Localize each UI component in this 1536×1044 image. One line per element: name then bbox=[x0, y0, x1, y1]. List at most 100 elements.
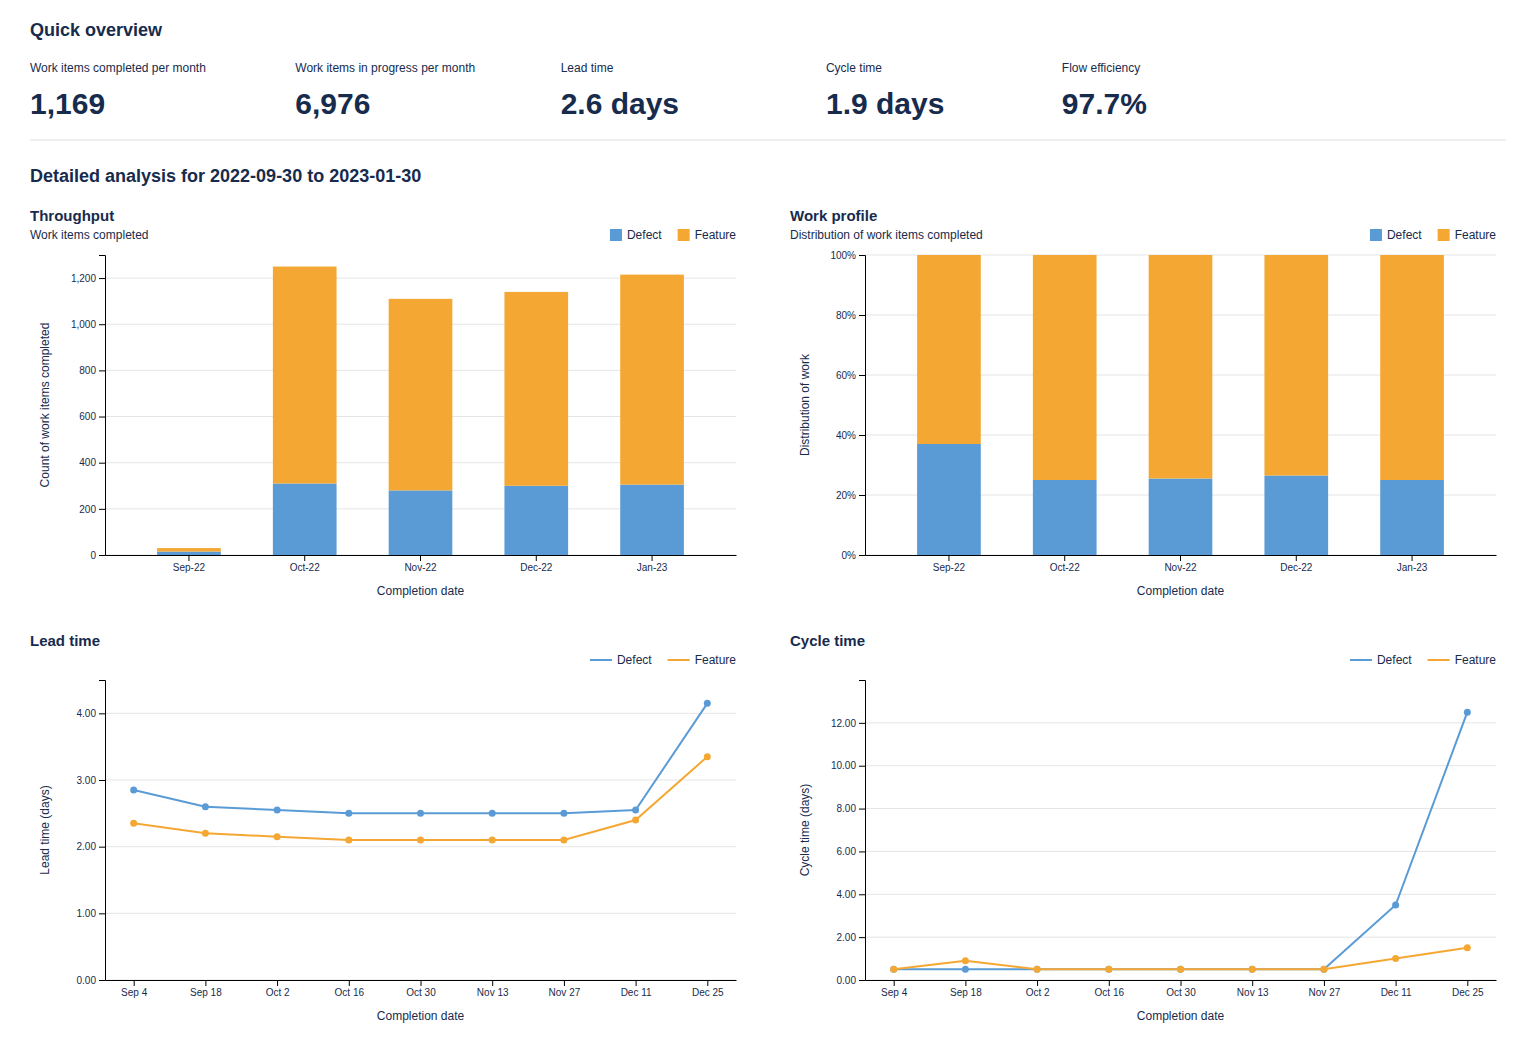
chart-title: Throughput bbox=[30, 207, 114, 224]
y-tick-label: 200 bbox=[79, 504, 96, 515]
x-tick-label: Jan-23 bbox=[1397, 562, 1428, 573]
line bbox=[134, 757, 708, 840]
x-tick-mark bbox=[1296, 555, 1297, 561]
x-tick-mark bbox=[1181, 980, 1182, 986]
legend-item: Feature bbox=[678, 228, 737, 242]
legend-label: Feature bbox=[1455, 228, 1497, 242]
point bbox=[274, 833, 281, 840]
x-tick-mark bbox=[636, 980, 637, 986]
y-tick: 0% bbox=[842, 550, 865, 561]
bar bbox=[620, 275, 684, 485]
x-tick-label: Nov-22 bbox=[404, 562, 437, 573]
x-tick-label: Jan-23 bbox=[637, 562, 668, 573]
y-axis: 0.001.002.003.004.00 bbox=[77, 681, 106, 986]
x-tick-mark bbox=[1324, 980, 1325, 986]
metric-label: Work items completed per month bbox=[30, 61, 206, 75]
legend-label: Defect bbox=[1377, 653, 1412, 667]
x-tick: Dec-22 bbox=[520, 555, 553, 573]
x-axis-title: Completion date bbox=[1137, 1009, 1225, 1023]
y-tick: 2.00 bbox=[77, 841, 105, 852]
bar bbox=[389, 299, 453, 491]
x-tick-label: Oct-22 bbox=[1050, 562, 1080, 573]
x-tick: Sep 4 bbox=[881, 980, 908, 998]
x-tick-label: Oct 30 bbox=[1166, 987, 1196, 998]
y-tick-mark bbox=[859, 980, 865, 981]
x-tick: Sep 4 bbox=[121, 980, 148, 998]
x-tick-mark bbox=[1252, 980, 1253, 986]
x-tick-label: Dec-22 bbox=[520, 562, 553, 573]
legend-swatch bbox=[1428, 659, 1450, 661]
point bbox=[1105, 966, 1112, 973]
plot: 0.002.004.006.008.0010.0012.00Sep 4Sep 1… bbox=[798, 681, 1497, 1024]
x-tick-mark bbox=[420, 555, 421, 561]
x-tick-label: Sep 18 bbox=[950, 987, 982, 998]
metric-label: Flow efficiency bbox=[1062, 61, 1140, 75]
y-tick-label: 600 bbox=[79, 411, 96, 422]
x-tick: Dec 11 bbox=[1381, 980, 1412, 998]
y-tick-label: 2.00 bbox=[77, 841, 97, 852]
x-tick: Oct 2 bbox=[266, 980, 290, 998]
legend-label: Defect bbox=[627, 228, 662, 242]
x-tick: Sep-22 bbox=[933, 555, 966, 573]
y-tick-label: 1.00 bbox=[77, 908, 97, 919]
legend-label: Feature bbox=[695, 653, 737, 667]
y-tick-label: 400 bbox=[79, 457, 96, 468]
point bbox=[1249, 966, 1256, 973]
x-tick-mark bbox=[277, 980, 278, 986]
legend-swatch bbox=[610, 229, 622, 241]
x-tick: Oct 16 bbox=[335, 980, 365, 998]
point bbox=[632, 807, 639, 814]
x-tick-label: Dec 11 bbox=[1381, 987, 1412, 998]
y-tick-label: 0.00 bbox=[77, 975, 97, 986]
legend-item: Feature bbox=[668, 653, 737, 667]
point bbox=[632, 817, 639, 824]
legend-swatch bbox=[1438, 229, 1450, 241]
legend: DefectFeature bbox=[590, 653, 736, 667]
y-tick: 0 bbox=[90, 550, 105, 561]
x-tick: Sep-22 bbox=[173, 555, 206, 573]
x-tick-mark bbox=[707, 980, 708, 986]
point bbox=[560, 837, 567, 844]
x-tick-label: Dec 25 bbox=[692, 987, 724, 998]
x-tick: Dec 25 bbox=[1452, 980, 1484, 998]
y-tick: 400 bbox=[79, 457, 105, 468]
grid-line bbox=[865, 808, 1496, 809]
x-tick: Nov 13 bbox=[1237, 980, 1269, 998]
y-tick: 200 bbox=[79, 504, 105, 515]
y-tick-label: 8.00 bbox=[837, 803, 857, 814]
y-tick-label: 40% bbox=[836, 430, 856, 441]
y-axis-title: Cycle time (days) bbox=[798, 784, 812, 877]
line bbox=[134, 703, 708, 813]
legend-label: Defect bbox=[1387, 228, 1422, 242]
x-tick: Oct 30 bbox=[1166, 980, 1196, 998]
x-tick-label: Nov-22 bbox=[1164, 562, 1197, 573]
y-tick: 80% bbox=[836, 310, 865, 321]
y-tick: 12.00 bbox=[831, 718, 865, 729]
x-tick-mark bbox=[652, 555, 653, 561]
point bbox=[962, 966, 969, 973]
x-tick: Nov-22 bbox=[404, 555, 437, 573]
y-tick-mark bbox=[99, 509, 105, 510]
y-tick-mark bbox=[99, 417, 105, 418]
x-axis-title: Completion date bbox=[377, 1009, 465, 1023]
y-tick: 1,000 bbox=[71, 319, 105, 330]
line bbox=[894, 712, 1468, 969]
y-axis: 0%20%40%60%80%100% bbox=[830, 250, 865, 561]
x-tick-label: Dec-22 bbox=[1280, 562, 1313, 573]
x-tick: Oct-22 bbox=[290, 555, 320, 573]
y-tick: 1,200 bbox=[71, 273, 105, 284]
y-tick-mark bbox=[859, 894, 865, 895]
y-tick-label: 0% bbox=[842, 550, 857, 561]
x-tick-label: Oct 2 bbox=[266, 987, 290, 998]
y-tick-mark bbox=[859, 809, 865, 810]
point bbox=[704, 753, 711, 760]
overview-title: Quick overview bbox=[30, 20, 163, 40]
y-tick-label: 60% bbox=[836, 370, 856, 381]
y-tick-mark bbox=[99, 370, 105, 371]
point bbox=[345, 837, 352, 844]
x-tick: Jan-23 bbox=[637, 555, 668, 573]
legend-swatch bbox=[678, 229, 690, 241]
x-tick-label: Dec 11 bbox=[621, 987, 652, 998]
grid-line bbox=[865, 851, 1496, 852]
point bbox=[202, 830, 209, 837]
